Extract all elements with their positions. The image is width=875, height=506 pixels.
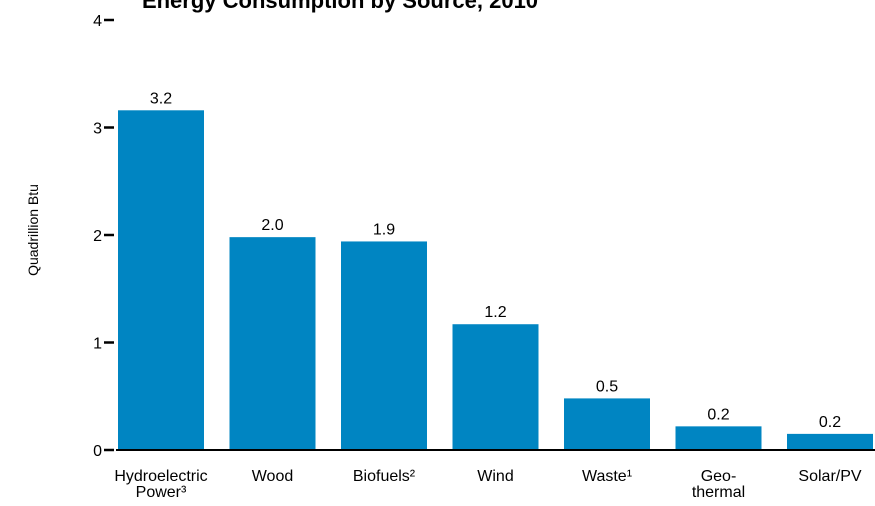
category-label: Hydroelectric (114, 468, 207, 485)
bar (787, 433, 873, 450)
y-tick-label: 3 (93, 121, 102, 138)
data-label: 3.2 (150, 90, 172, 107)
bar (564, 398, 650, 450)
category-label: Waste¹ (582, 468, 632, 485)
data-label: 0.2 (819, 414, 841, 431)
bar (229, 237, 316, 450)
category-label: thermal (692, 484, 745, 501)
category-label: Power³ (136, 484, 187, 501)
data-label: 2.0 (261, 217, 283, 234)
data-label: 1.2 (484, 304, 506, 321)
bar (341, 241, 427, 450)
y-tick-label: 1 (93, 336, 102, 353)
bar (675, 426, 762, 450)
y-tick-label: 4 (93, 13, 102, 30)
y-axis: 0 1 2 3 4 (93, 13, 114, 460)
y-tick-label: 0 (93, 443, 102, 460)
data-label: 0.2 (707, 406, 729, 423)
bar (452, 324, 539, 450)
data-label: 0.5 (596, 378, 618, 395)
chart-title: Energy Consumption by Source, 2010 (142, 0, 538, 13)
bar (118, 110, 204, 451)
category-label: Wood (252, 468, 294, 485)
bars: 3.2 2.0 1.9 1.2 0.5 0.2 0.2 (118, 90, 873, 451)
category-label: Geo- (701, 468, 737, 485)
y-tick-label: 2 (93, 228, 102, 245)
y-axis-title: Quadrillion Btu (25, 184, 41, 276)
data-label: 1.9 (373, 221, 395, 238)
category-label: Biofuels² (353, 468, 416, 485)
category-label: Solar/PV (798, 468, 861, 485)
category-label: Wind (477, 468, 513, 485)
